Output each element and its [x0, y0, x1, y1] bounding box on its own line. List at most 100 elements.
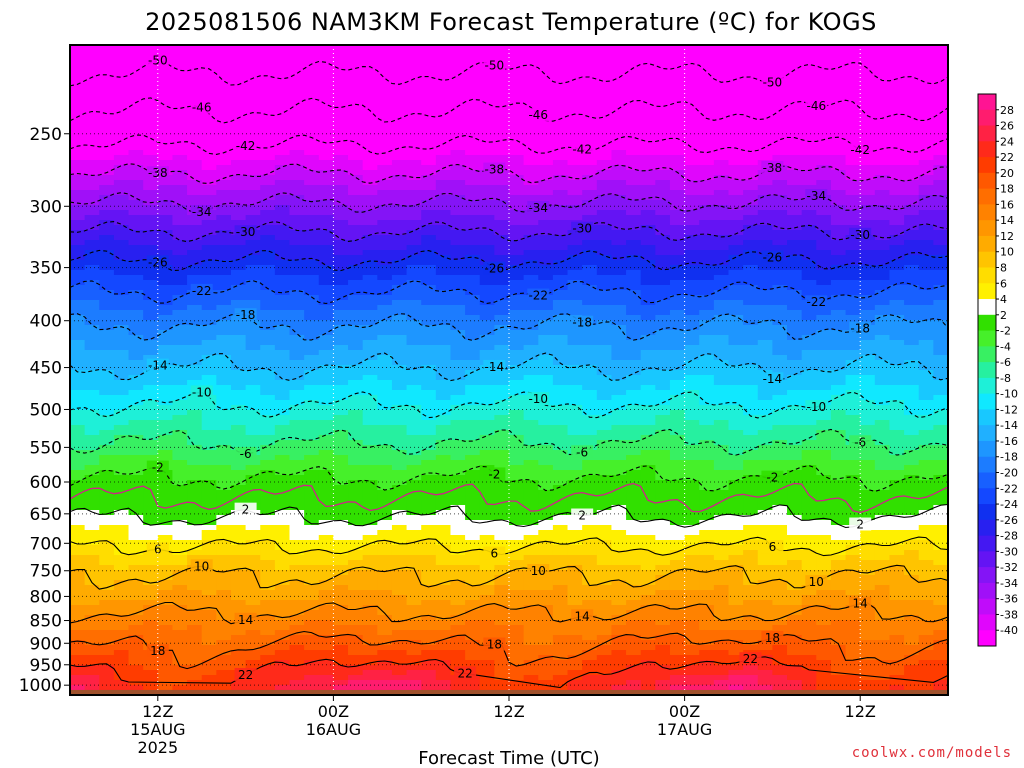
temperature-cell	[860, 215, 876, 221]
temperature-cell	[874, 390, 891, 396]
temperature-cell	[596, 160, 613, 166]
temperature-cell	[333, 300, 349, 306]
temperature-cell	[611, 420, 627, 426]
temperature-cell	[274, 400, 291, 406]
temperature-cell	[450, 215, 466, 221]
temperature-cell	[582, 245, 598, 251]
temperature-cell	[640, 145, 656, 151]
temperature-cell	[201, 240, 217, 246]
temperature-cell	[304, 130, 320, 136]
temperature-cell	[187, 370, 203, 376]
temperature-cell	[99, 190, 115, 196]
temperature-cell	[391, 85, 408, 91]
temperature-cell	[626, 330, 642, 336]
temperature-cell	[889, 190, 905, 196]
temperature-cell	[713, 305, 730, 311]
temperature-cell	[933, 400, 949, 406]
temperature-cell	[611, 405, 627, 411]
temperature-cell	[918, 355, 934, 361]
temperature-cell	[611, 50, 627, 56]
temperature-cell	[874, 425, 891, 431]
temperature-cell	[99, 260, 115, 266]
temperature-cell	[348, 260, 364, 266]
temperature-cell	[84, 450, 100, 456]
temperature-cell	[684, 225, 700, 231]
temperature-cell	[743, 100, 759, 106]
temperature-cell	[787, 305, 803, 311]
temperature-cell	[230, 150, 247, 156]
temperature-cell	[713, 215, 730, 221]
temperature-cell	[538, 230, 554, 236]
temperature-cell	[713, 160, 730, 166]
temperature-cell	[509, 245, 525, 251]
temperature-cell	[699, 80, 715, 86]
temperature-cell	[889, 275, 905, 281]
temperature-cell	[70, 235, 86, 241]
temperature-cell	[377, 90, 393, 96]
temperature-cell	[84, 390, 100, 396]
temperature-cell	[552, 160, 569, 166]
temperature-cell	[274, 430, 291, 436]
temperature-cell	[465, 105, 481, 111]
temperature-cell	[567, 250, 583, 256]
temperature-cell	[889, 430, 905, 436]
temperature-cell	[830, 340, 847, 346]
temperature-cell	[567, 330, 583, 336]
temperature-cell	[538, 45, 554, 51]
temperature-cell	[684, 435, 700, 441]
temperature-cell	[274, 295, 291, 301]
temperature-cell	[143, 355, 159, 361]
temperature-cell	[245, 415, 261, 421]
temperature-cell	[889, 215, 905, 221]
temperature-cell	[787, 350, 803, 356]
temperature-cell	[772, 325, 788, 331]
temperature-cell	[611, 325, 627, 331]
temperature-cell	[465, 195, 481, 201]
temperature-cell	[333, 245, 349, 251]
temperature-cell	[918, 105, 934, 111]
temperature-cell	[172, 220, 188, 226]
temperature-cell	[611, 225, 627, 231]
temperature-cell	[157, 435, 174, 441]
temperature-cell	[626, 300, 642, 306]
temperature-cell	[435, 290, 452, 296]
temperature-cell	[406, 230, 422, 236]
temperature-cell	[435, 260, 452, 266]
temperature-cell	[640, 330, 656, 336]
temperature-cell	[99, 400, 115, 406]
temperature-cell	[743, 215, 759, 221]
temperature-cell	[889, 195, 905, 201]
temperature-cell	[304, 305, 320, 311]
temperature-cell	[699, 85, 715, 91]
temperature-cell	[699, 90, 715, 96]
temperature-cell	[289, 260, 305, 266]
temperature-cell	[582, 365, 598, 371]
temperature-cell	[216, 70, 232, 76]
temperature-cell	[552, 400, 569, 406]
temperature-cell	[523, 45, 539, 51]
temperature-cell	[245, 125, 261, 131]
temperature-cell	[465, 200, 481, 206]
temperature-cell	[70, 245, 86, 251]
temperature-cell	[435, 330, 452, 336]
temperature-cell	[172, 450, 188, 456]
temperature-cell	[391, 145, 408, 151]
temperature-cell	[918, 290, 934, 296]
temperature-cell	[362, 70, 378, 76]
temperature-cell	[626, 160, 642, 166]
temperature-cell	[830, 245, 847, 251]
temperature-cell	[743, 285, 759, 291]
temperature-cell	[172, 45, 188, 51]
temperature-cell	[333, 310, 349, 316]
temperature-cell	[333, 195, 349, 201]
temperature-cell	[640, 395, 656, 401]
temperature-cell	[187, 410, 203, 416]
temperature-cell	[743, 380, 759, 386]
temperature-cell	[509, 170, 525, 176]
temperature-cell	[465, 150, 481, 156]
temperature-cell	[626, 125, 642, 131]
temperature-cell	[450, 160, 466, 166]
temperature-cell	[626, 335, 642, 341]
temperature-cell	[538, 185, 554, 191]
temperature-cell	[728, 245, 744, 251]
